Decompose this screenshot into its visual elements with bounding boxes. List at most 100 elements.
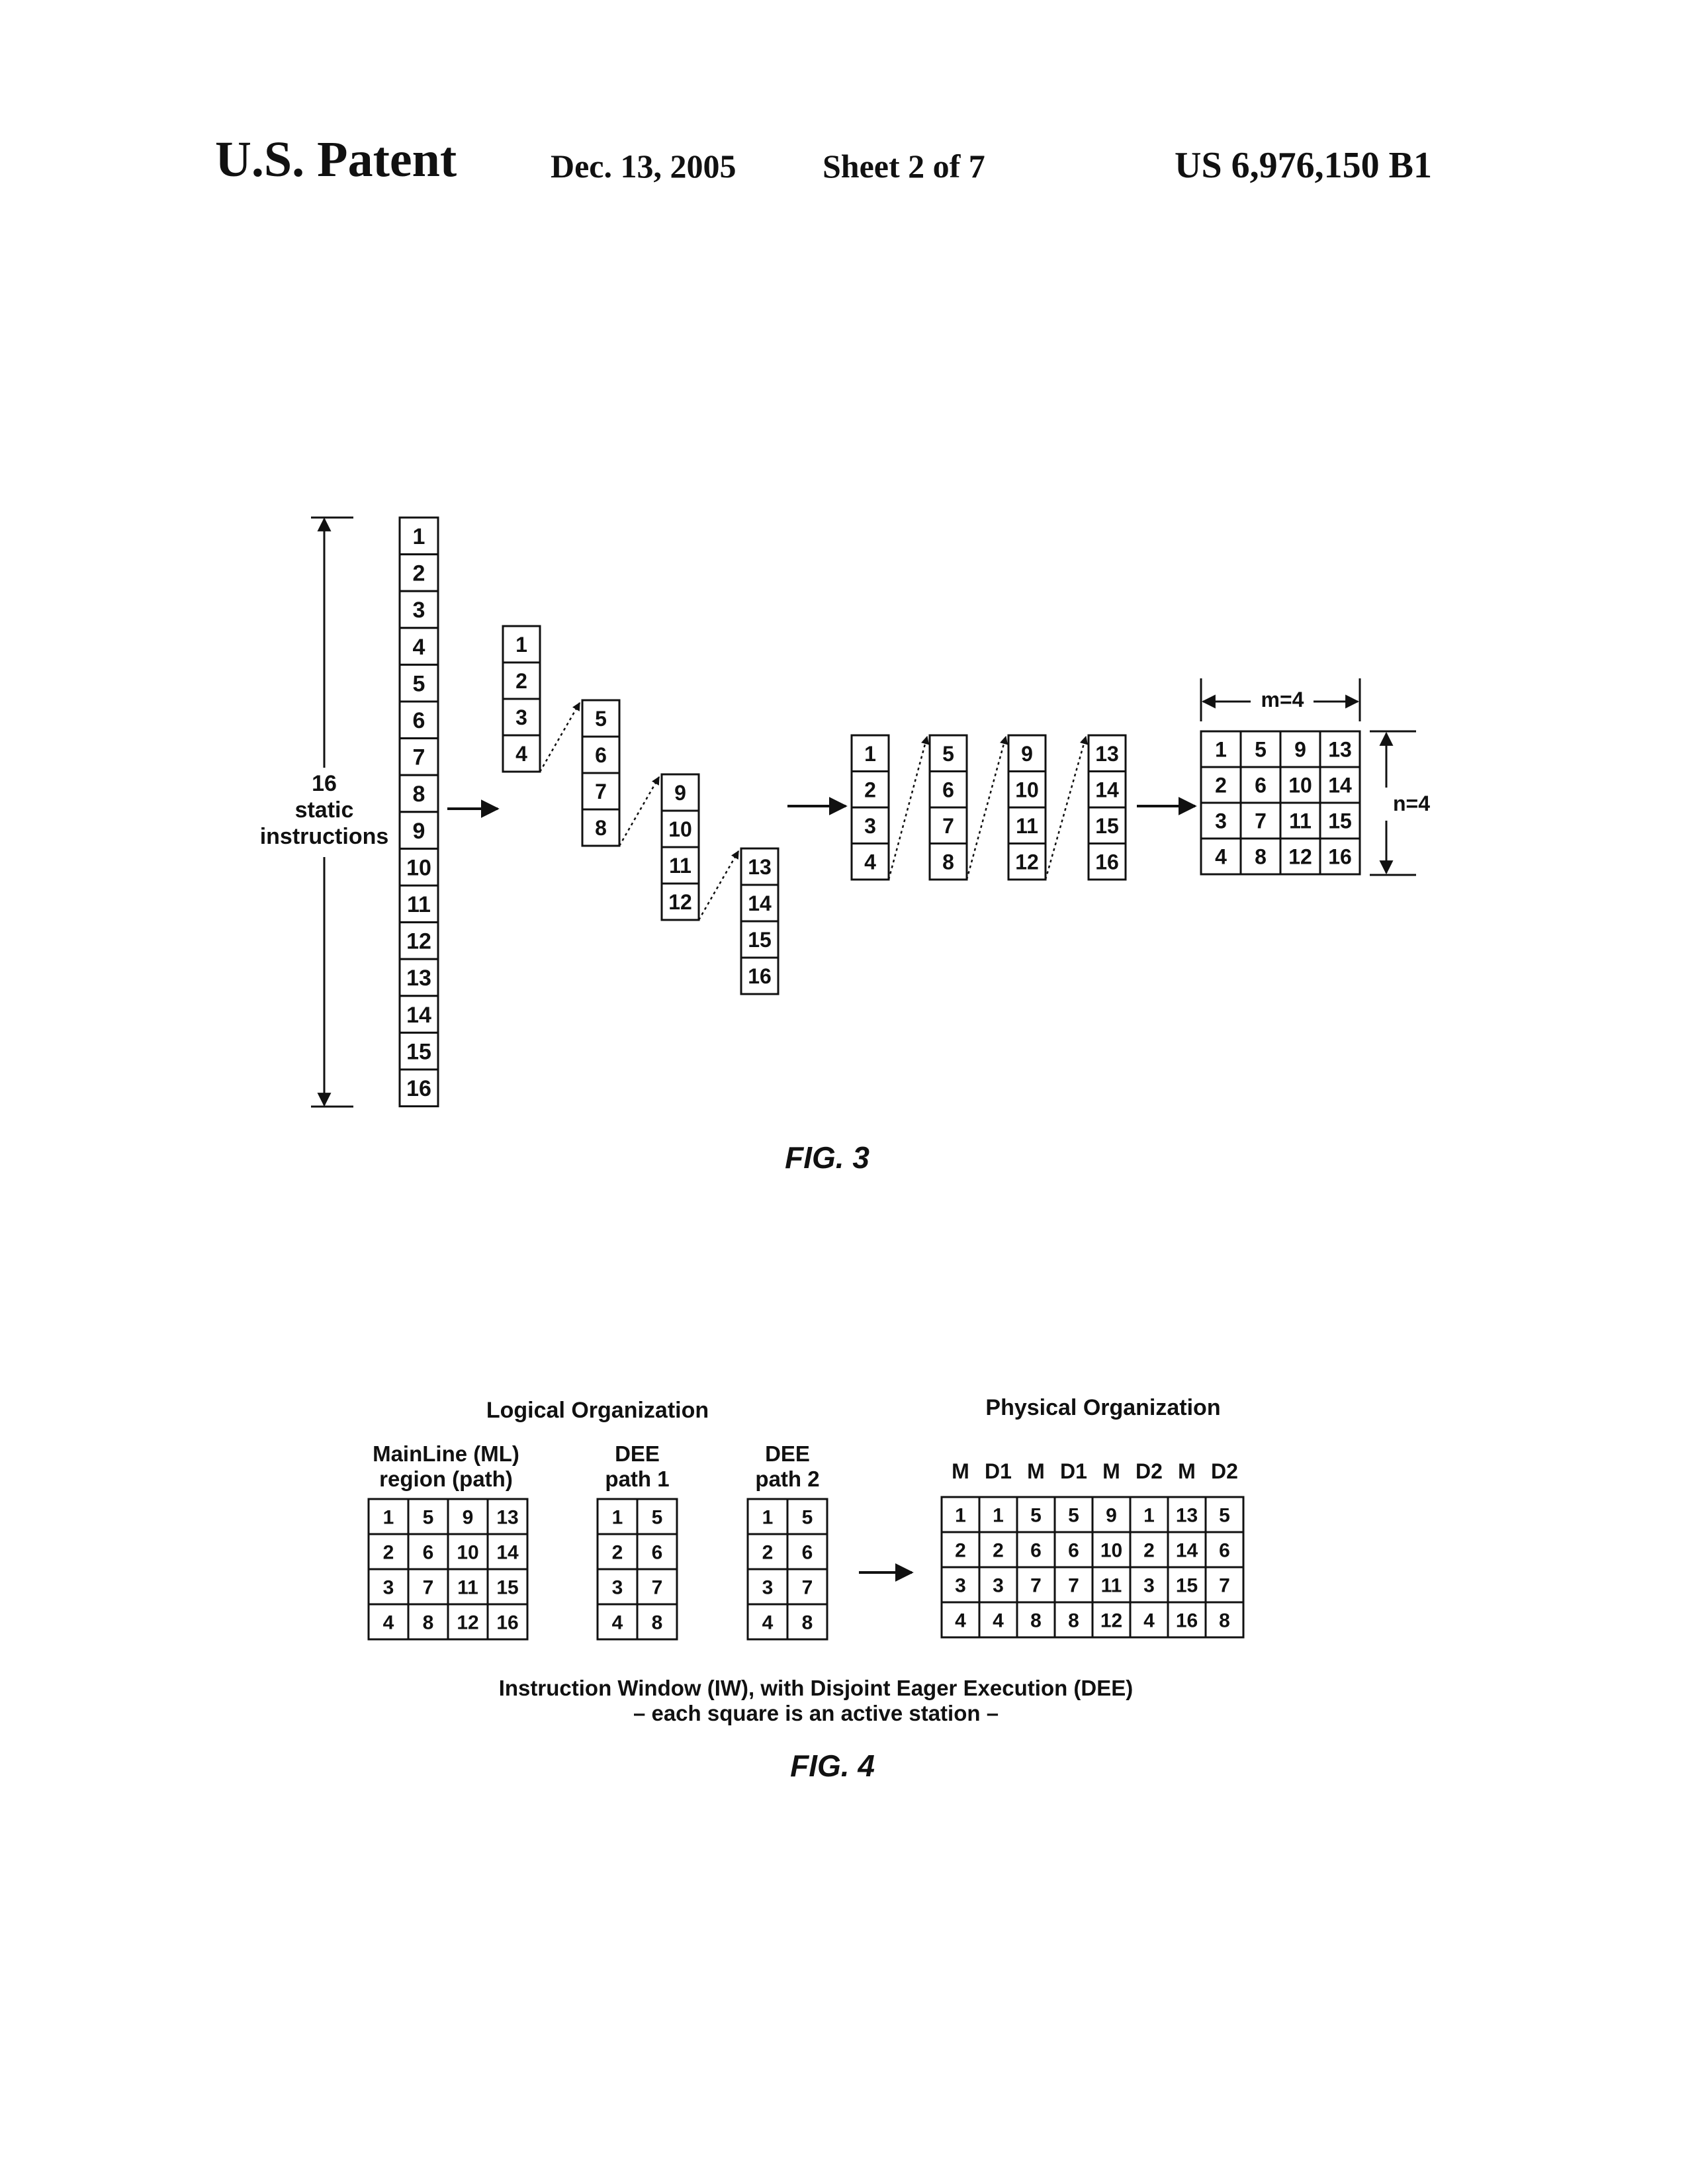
mainline-cell-label: 6 <box>423 1541 434 1563</box>
n-label: n=4 <box>1393 792 1430 815</box>
staggered-link-arrow <box>540 703 580 772</box>
matrix-cell-label: 8 <box>1255 845 1267 869</box>
physical-cell-label: 9 <box>1106 1504 1117 1526</box>
physical-cell-label: 5 <box>1219 1504 1230 1526</box>
left-label-instructions: instructions <box>260 824 389 849</box>
physical-cell-label: 12 <box>1100 1610 1122 1631</box>
aligned-cell-label: 13 <box>1095 742 1119 766</box>
static-cell-label: 2 <box>413 561 425 586</box>
staggered-cell-label: 13 <box>748 855 772 879</box>
mainline-cell-label: 2 <box>383 1541 394 1563</box>
physical-cell-label: 3 <box>993 1574 1004 1596</box>
physical-header: D1 <box>1060 1459 1087 1483</box>
dee1-cell-label: 6 <box>652 1541 663 1563</box>
m-label: m=4 <box>1261 688 1304 711</box>
mainline-cell-label: 10 <box>457 1541 478 1563</box>
staggered-cell-label: 14 <box>748 891 772 915</box>
physical-cell-label: 7 <box>1219 1574 1230 1596</box>
mainline-label-2: region (path) <box>379 1467 513 1491</box>
staggered-cell-label: 10 <box>668 817 692 841</box>
aligned-cell-label: 15 <box>1095 814 1119 838</box>
dee1-cell-label: 3 <box>612 1576 623 1598</box>
aligned-link-arrow <box>967 737 1006 880</box>
physical-cell-label: 7 <box>1030 1574 1042 1596</box>
staggered-cell-label: 12 <box>668 890 692 914</box>
physical-cell-label: 13 <box>1176 1504 1198 1526</box>
staggered-cell-label: 4 <box>515 742 527 766</box>
dee2-cell-label: 7 <box>802 1576 813 1598</box>
staggered-cell-label: 1 <box>515 633 527 657</box>
static-cell-label: 10 <box>406 855 431 880</box>
mainline-label-1: MainLine (ML) <box>373 1441 519 1466</box>
matrix-cell-label: 13 <box>1328 738 1352 762</box>
static-cell-label: 7 <box>413 745 425 770</box>
staggered-cell-label: 8 <box>595 816 607 840</box>
physical-cell-label: 6 <box>1068 1539 1079 1561</box>
matrix-cell-label: 10 <box>1288 774 1312 797</box>
dee2-cell-label: 3 <box>762 1576 774 1598</box>
physical-cell-label: 16 <box>1176 1610 1198 1631</box>
physical-header: D2 <box>1211 1459 1238 1483</box>
physical-cell-label: 3 <box>955 1574 966 1596</box>
aligned-cell-label: 3 <box>864 814 876 838</box>
dee2-cell-label: 4 <box>762 1612 774 1633</box>
static-cell-label: 9 <box>413 819 425 844</box>
static-cell-label: 1 <box>413 524 425 549</box>
physical-cell-label: 4 <box>993 1610 1004 1631</box>
staggered-cell-label: 2 <box>515 669 527 693</box>
matrix-cell-label: 4 <box>1215 845 1227 869</box>
fig3-caption: FIG. 3 <box>785 1140 869 1175</box>
mainline-cell-label: 13 <box>496 1506 518 1528</box>
matrix-cell-label: 14 <box>1328 774 1352 797</box>
physical-header: D2 <box>1136 1459 1163 1483</box>
matrix-cell-label: 15 <box>1328 809 1352 833</box>
physical-cell-label: 6 <box>1219 1539 1230 1561</box>
matrix-cell-label: 9 <box>1294 738 1306 762</box>
staggered-link-arrow <box>619 777 659 846</box>
mainline-cell-label: 15 <box>496 1576 518 1598</box>
static-cell-label: 5 <box>413 671 425 696</box>
matrix-cell-label: 16 <box>1328 845 1352 869</box>
static-cell-label: 12 <box>406 929 431 954</box>
aligned-cell-label: 10 <box>1015 778 1039 801</box>
matrix-cell-label: 5 <box>1255 738 1267 762</box>
static-cell-label: 15 <box>406 1039 431 1064</box>
static-cell-label: 13 <box>406 966 431 991</box>
static-cell-label: 6 <box>413 708 425 733</box>
fig4-caption: FIG. 4 <box>790 1749 875 1783</box>
aligned-cell-label: 16 <box>1095 850 1119 874</box>
physical-cell-label: 5 <box>1068 1504 1079 1526</box>
physical-cell-label: 4 <box>955 1610 966 1631</box>
dee1-label-1: DEE <box>615 1441 660 1466</box>
aligned-cell-label: 1 <box>864 742 876 766</box>
physical-cell-label: 2 <box>993 1539 1004 1561</box>
staggered-cell-label: 15 <box>748 928 772 952</box>
physical-cell-label: 5 <box>1030 1504 1042 1526</box>
mainline-cell-label: 12 <box>457 1612 478 1633</box>
aligned-cell-label: 6 <box>942 778 954 801</box>
aligned-cell-label: 14 <box>1095 778 1119 801</box>
staggered-cell-label: 9 <box>674 781 686 805</box>
static-cell-label: 14 <box>406 1003 431 1028</box>
physical-header: M <box>1102 1459 1120 1483</box>
n-dimension: n=4 <box>1393 792 1430 815</box>
dee2-label-2: path 2 <box>755 1467 819 1491</box>
physical-cell-label: 3 <box>1143 1574 1155 1596</box>
physical-cell-label: 11 <box>1101 1574 1122 1596</box>
physical-cell-label: 2 <box>955 1539 966 1561</box>
mainline-cell-label: 11 <box>457 1576 478 1598</box>
mainline-cell-label: 5 <box>423 1506 434 1528</box>
matrix-cell-label: 7 <box>1255 809 1267 833</box>
logical-title: Logical Organization <box>486 1398 709 1423</box>
dee1-cell-label: 7 <box>652 1576 663 1598</box>
dee1-cell-label: 2 <box>612 1541 623 1563</box>
physical-cell-label: 8 <box>1219 1610 1230 1631</box>
dee2-label-1: DEE <box>765 1441 810 1466</box>
mainline-cell-label: 4 <box>383 1612 394 1633</box>
dee2-cell-label: 2 <box>762 1541 774 1563</box>
mainline-cell-label: 16 <box>496 1612 518 1633</box>
physical-cell-label: 4 <box>1143 1610 1155 1631</box>
physical-cell-label: 7 <box>1068 1574 1079 1596</box>
physical-header: M <box>952 1459 969 1483</box>
